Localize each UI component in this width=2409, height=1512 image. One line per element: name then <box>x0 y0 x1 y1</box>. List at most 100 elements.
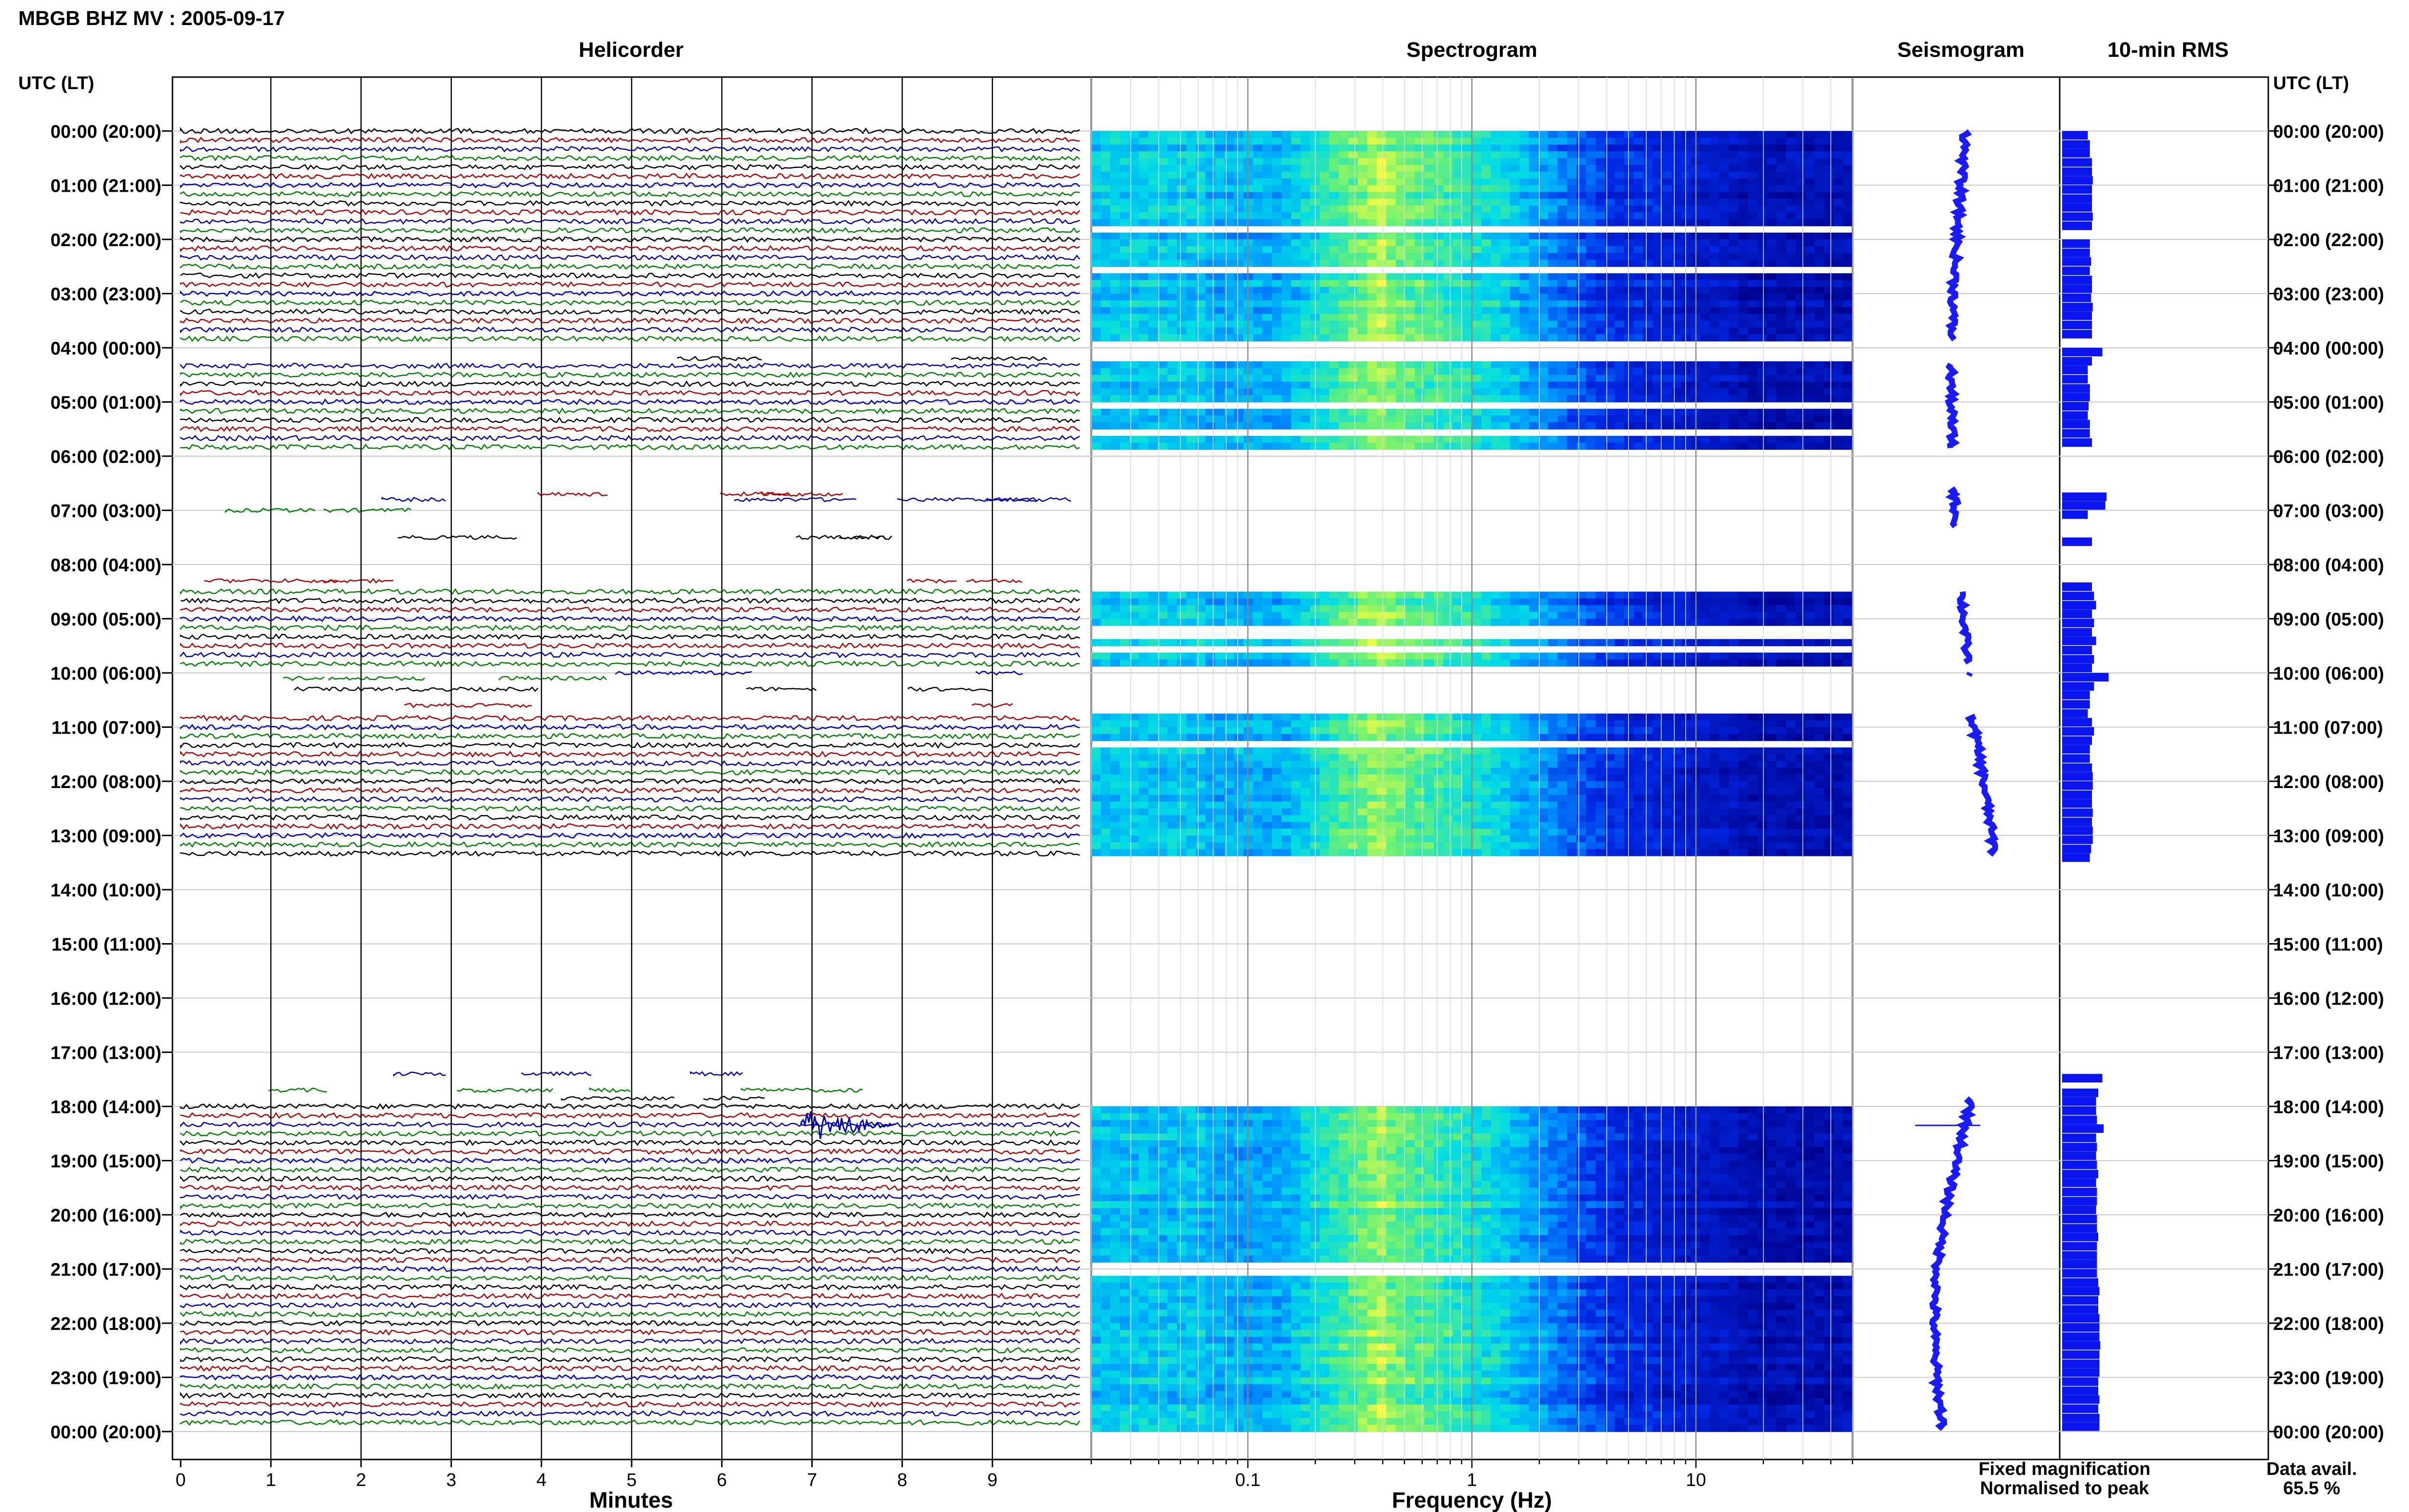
spectrogram-cell <box>1415 327 1425 335</box>
spectrogram-cell <box>1453 145 1463 152</box>
spectrogram-cell <box>1224 239 1235 247</box>
spectrogram-cell <box>1110 598 1121 606</box>
spectrogram-cell <box>1186 138 1197 145</box>
spectrogram-cell <box>1510 659 1520 667</box>
spectrogram-cell <box>1405 260 1416 267</box>
spectrogram-cell <box>1595 219 1606 226</box>
spectrogram-cell <box>1282 415 1292 423</box>
spectrogram-cell <box>1776 253 1787 260</box>
spectrogram-cell <box>1453 361 1463 368</box>
spectrogram-cell <box>1576 212 1587 220</box>
spectrogram-cell <box>1215 422 1225 430</box>
spectrogram-cell <box>1338 788 1349 795</box>
spectrogram-cell <box>1453 314 1463 321</box>
spectrogram-cell <box>1529 192 1539 199</box>
spectrogram-cell <box>1415 435 1425 443</box>
spectrogram-cell <box>1548 145 1558 152</box>
spectrogram-cell <box>1472 273 1482 281</box>
spectrogram-cell <box>1415 300 1425 308</box>
spectrogram-cell <box>1557 219 1568 226</box>
spectrogram-cell <box>1244 659 1254 667</box>
spectrogram-cell <box>1462 381 1472 389</box>
spectrogram-cell <box>1538 334 1549 342</box>
spectrogram-cell <box>1595 612 1606 619</box>
spectrogram-cell <box>1272 212 1282 220</box>
spectrogram-cell <box>1215 761 1225 768</box>
spectrogram-cell <box>1148 327 1159 335</box>
spectrogram-cell <box>1244 327 1254 335</box>
spectrogram-cell <box>1386 192 1396 199</box>
spectrogram-cell <box>1510 171 1520 179</box>
spectrogram-cell <box>1529 802 1539 809</box>
spectrogram-cell <box>1662 774 1672 782</box>
spectrogram-cell <box>1567 713 1577 721</box>
spectrogram-cell <box>1567 198 1577 206</box>
spectrogram-cell <box>1177 442 1187 450</box>
spectrogram-cell <box>1586 788 1596 795</box>
spectrogram-cell <box>1129 314 1139 321</box>
spectrogram-cell <box>1576 767 1587 775</box>
spectrogram-cell <box>1586 327 1596 335</box>
spectrogram-cell <box>1338 260 1349 267</box>
spectrogram-cell <box>1595 253 1606 260</box>
spectrogram-cell <box>1129 422 1139 430</box>
spectrogram-cell <box>1786 205 1796 213</box>
spectrogram-cell <box>1615 171 1625 179</box>
spectrogram-cell <box>1415 280 1425 288</box>
spectrogram-cell <box>1100 639 1111 646</box>
spectrogram-cell <box>1148 788 1159 795</box>
spectrogram-cell <box>1747 327 1758 335</box>
spectrogram-cell <box>1472 293 1482 301</box>
spectrogram-cell <box>1653 754 1663 762</box>
spectrogram-cell <box>1244 253 1254 260</box>
spectrogram-cell <box>1843 300 1853 308</box>
spectrogram-cell <box>1776 192 1787 199</box>
spectrogram-cell <box>1538 131 1549 138</box>
spectrogram-cell <box>1338 802 1349 809</box>
spectrogram-cell <box>1615 720 1625 728</box>
spectrogram-cell <box>1291 774 1301 782</box>
spectrogram-cell <box>1348 138 1358 145</box>
spectrogram-cell <box>1833 415 1844 423</box>
spectrogram-cell <box>1091 320 1101 328</box>
spectrogram-cell <box>1377 422 1387 430</box>
spectrogram-cell <box>1767 131 1777 138</box>
spectrogram-cell <box>1215 205 1225 213</box>
spectrogram-cell <box>1653 802 1663 809</box>
spectrogram-cell <box>1167 720 1178 728</box>
spectrogram-cell <box>1272 198 1282 206</box>
spectrogram-cell <box>1700 205 1710 213</box>
spectrogram-cell <box>1747 165 1758 172</box>
spectrogram-cell <box>1234 795 1244 802</box>
spectrogram-cell <box>1424 138 1434 145</box>
spectrogram-cell <box>1510 145 1520 152</box>
spectrogram-cell <box>1576 408 1587 416</box>
spectrogram-cell <box>1843 145 1853 152</box>
spectrogram-cell <box>1548 361 1558 368</box>
spectrogram-cell <box>1167 422 1178 430</box>
spectrogram-cell <box>1338 151 1349 159</box>
spectrogram-cell <box>1643 388 1654 396</box>
spectrogram-cell <box>1262 788 1273 795</box>
spectrogram-cell <box>1110 368 1121 376</box>
spectrogram-cell <box>1709 375 1720 382</box>
spectrogram-cell <box>1653 151 1663 159</box>
spectrogram-cell <box>1767 327 1777 335</box>
spectrogram-cell <box>1481 260 1492 267</box>
spectrogram-cell <box>1291 659 1301 667</box>
spectrogram-cell <box>1671 652 1682 660</box>
spectrogram-cell <box>1567 767 1577 775</box>
spectrogram-cell <box>1719 388 1730 396</box>
spectrogram-cell <box>1472 307 1482 315</box>
spectrogram-cell <box>1129 415 1139 423</box>
spectrogram-cell <box>1415 415 1425 423</box>
spectrogram-cell <box>1729 381 1739 389</box>
spectrogram-cell <box>1719 713 1730 721</box>
spectrogram-cell <box>1120 300 1130 308</box>
spectrogram-cell <box>1215 388 1225 396</box>
spectrogram-cell <box>1500 253 1510 260</box>
spectrogram-cell <box>1462 205 1472 213</box>
spectrogram-cell <box>1386 145 1396 152</box>
spectrogram-cell <box>1148 754 1159 762</box>
spectrogram-cell <box>1529 361 1539 368</box>
